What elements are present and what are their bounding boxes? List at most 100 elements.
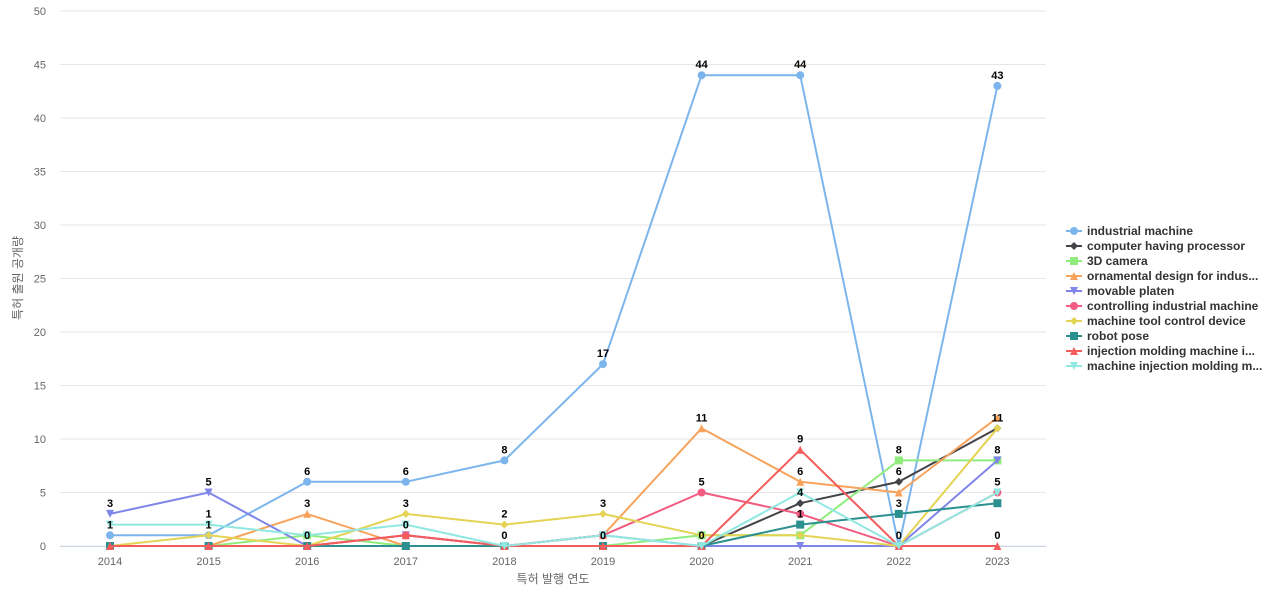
series-line bbox=[110, 491, 998, 547]
legend-label: machine tool control device bbox=[1087, 314, 1246, 328]
data-point bbox=[993, 413, 1002, 422]
legend-item[interactable]: injection molding machine i... bbox=[1066, 344, 1255, 358]
data-label: 1 bbox=[206, 519, 212, 531]
data-label: 0 bbox=[994, 530, 1000, 542]
x-tick-label: 2016 bbox=[295, 556, 319, 568]
legend-item[interactable]: robot pose bbox=[1066, 329, 1149, 343]
series-6 bbox=[106, 424, 1002, 550]
x-tick-label: 2022 bbox=[887, 556, 911, 568]
x-tick-label: 2015 bbox=[196, 556, 220, 568]
data-point bbox=[599, 531, 607, 540]
data-point bbox=[500, 520, 509, 529]
data-point bbox=[303, 477, 312, 486]
legend-label: machine injection molding m... bbox=[1087, 359, 1262, 373]
data-point bbox=[796, 71, 805, 80]
y-tick-label: 45 bbox=[34, 60, 46, 72]
data-label: 8 bbox=[896, 444, 902, 456]
data-point bbox=[796, 477, 805, 486]
y-tick-label: 15 bbox=[34, 381, 46, 393]
legend-label: movable platen bbox=[1087, 284, 1174, 298]
data-point bbox=[894, 456, 903, 465]
data-label: 2 bbox=[501, 509, 507, 521]
data-point bbox=[993, 499, 1002, 508]
data-point bbox=[697, 71, 706, 80]
data-label: 5 bbox=[699, 477, 705, 489]
data-label: 8 bbox=[994, 444, 1000, 456]
y-tick-label: 5 bbox=[40, 488, 46, 500]
data-point bbox=[303, 542, 312, 550]
data-point bbox=[796, 488, 805, 497]
data-point bbox=[796, 542, 805, 550]
data-point bbox=[993, 456, 1002, 465]
data-label: 6 bbox=[896, 466, 902, 478]
legend-marker bbox=[1070, 272, 1078, 280]
legend-item[interactable]: industrial machine bbox=[1066, 224, 1193, 238]
legend-marker bbox=[1070, 257, 1078, 265]
data-point bbox=[894, 477, 903, 486]
legend-label: controlling industrial machine bbox=[1087, 299, 1259, 313]
data-label: 1 bbox=[797, 509, 803, 521]
data-label: 0 bbox=[403, 519, 409, 531]
data-point bbox=[204, 520, 213, 529]
x-tick-label: 2019 bbox=[591, 556, 615, 568]
data-label: 1 bbox=[107, 519, 113, 531]
data-label: 11 bbox=[696, 412, 708, 424]
data-label: 3 bbox=[107, 498, 113, 510]
data-point bbox=[401, 531, 410, 540]
data-point bbox=[401, 520, 410, 529]
data-point bbox=[401, 477, 410, 486]
legend-item[interactable]: machine injection molding m... bbox=[1066, 359, 1262, 373]
data-point bbox=[106, 509, 114, 518]
data-point bbox=[303, 531, 312, 540]
y-tick-label: 0 bbox=[40, 541, 46, 553]
legend-item[interactable]: computer having processor bbox=[1066, 239, 1245, 253]
data-point bbox=[500, 456, 509, 465]
legend-item[interactable]: machine tool control device bbox=[1066, 314, 1246, 328]
data-point bbox=[796, 531, 805, 540]
data-label: 6 bbox=[304, 466, 310, 478]
data-label: 0 bbox=[896, 530, 902, 542]
data-point bbox=[697, 531, 706, 540]
series-line bbox=[110, 448, 998, 547]
data-point bbox=[796, 520, 805, 529]
data-label: 4 bbox=[797, 487, 804, 499]
data-label: 44 bbox=[695, 59, 708, 71]
legend-label: ornamental design for indus... bbox=[1087, 269, 1258, 283]
series-line bbox=[109, 459, 999, 547]
data-label: 9 bbox=[797, 434, 803, 446]
data-point bbox=[204, 542, 213, 550]
data-label: 3 bbox=[403, 498, 409, 510]
data-point bbox=[204, 488, 213, 497]
x-tick-label: 2020 bbox=[689, 556, 713, 568]
data-label: 8 bbox=[501, 444, 507, 456]
legend-label: computer having processor bbox=[1087, 239, 1245, 253]
data-label: 11 bbox=[992, 412, 1004, 424]
x-tick-label: 2021 bbox=[788, 556, 812, 568]
series-9 bbox=[106, 488, 1002, 550]
data-label: 3 bbox=[896, 498, 902, 510]
series-line bbox=[109, 427, 999, 547]
data-point bbox=[599, 542, 607, 550]
data-label: 44 bbox=[794, 59, 807, 71]
legend-marker bbox=[1070, 362, 1078, 370]
data-label: 0 bbox=[699, 530, 705, 542]
data-point bbox=[894, 542, 903, 550]
legend-marker bbox=[1070, 287, 1078, 295]
legend-item[interactable]: controlling industrial machine bbox=[1066, 299, 1259, 313]
series-1 bbox=[106, 424, 1002, 550]
data-label: 0 bbox=[304, 530, 310, 542]
x-axis-title: 특허 발행 연도 bbox=[517, 571, 590, 586]
x-tick-label: 2014 bbox=[98, 556, 122, 568]
legend-item[interactable]: 3D camera bbox=[1066, 254, 1148, 268]
data-point bbox=[796, 445, 805, 454]
legend-item[interactable]: ornamental design for indus... bbox=[1066, 269, 1258, 283]
data-point bbox=[106, 542, 114, 550]
data-point bbox=[796, 509, 805, 518]
data-point bbox=[993, 488, 1002, 497]
data-label: 3 bbox=[304, 498, 310, 510]
legend-marker bbox=[1070, 332, 1078, 340]
legend-item[interactable]: movable platen bbox=[1066, 284, 1174, 298]
data-point bbox=[993, 424, 1002, 433]
